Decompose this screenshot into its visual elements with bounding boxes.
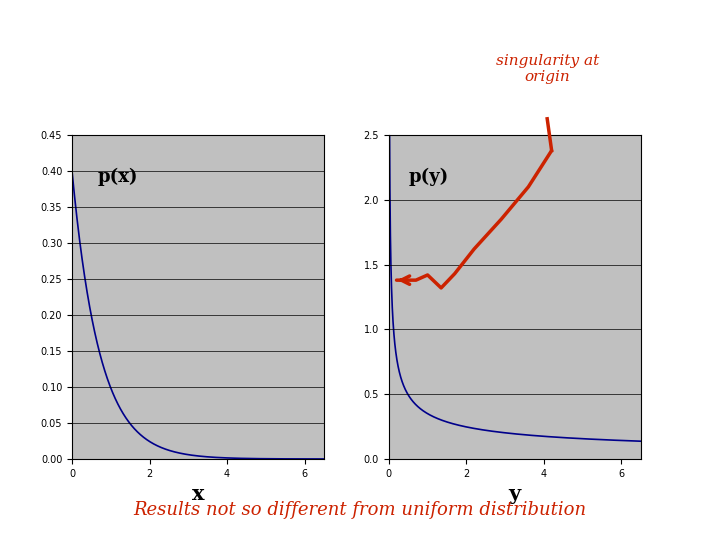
X-axis label: y: y <box>509 484 521 504</box>
X-axis label: x: x <box>192 484 204 504</box>
Text: p(y): p(y) <box>409 167 449 186</box>
Text: singularity at
origin: singularity at origin <box>495 54 599 84</box>
Text: p(x): p(x) <box>97 167 138 186</box>
Text: Results not so different from uniform distribution: Results not so different from uniform di… <box>133 501 587 519</box>
